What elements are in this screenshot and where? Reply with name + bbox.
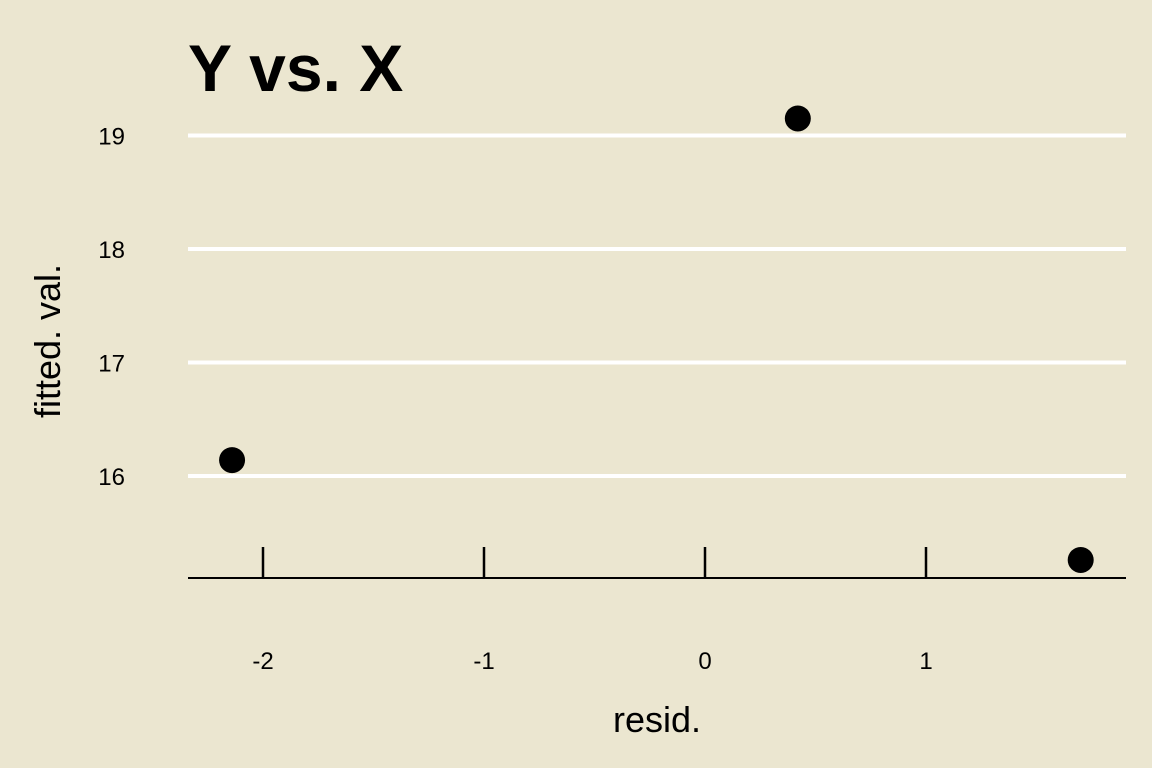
x-axis: -2 -1 0 1 — [188, 547, 1126, 675]
gridlines — [188, 133, 1126, 478]
x-tick-label: -2 — [252, 648, 273, 675]
chart-title: Y vs. X — [188, 31, 403, 105]
x-tick-label: 1 — [919, 648, 932, 675]
y-tick-label: 16 — [98, 464, 125, 491]
y-axis-tick-labels: 16 17 18 19 — [98, 124, 125, 492]
x-axis-label: resid. — [613, 699, 701, 740]
y-tick-label: 17 — [98, 351, 125, 378]
data-point — [784, 105, 811, 132]
x-tick-label: -1 — [473, 648, 494, 675]
x-tick-label: 0 — [698, 648, 711, 675]
data-point — [219, 447, 246, 474]
y-tick-label: 19 — [98, 124, 125, 151]
data-point — [1067, 546, 1094, 573]
y-tick-label: 18 — [98, 237, 125, 264]
data-points — [219, 105, 1094, 573]
y-axis-label: fitted. val. — [27, 264, 68, 418]
